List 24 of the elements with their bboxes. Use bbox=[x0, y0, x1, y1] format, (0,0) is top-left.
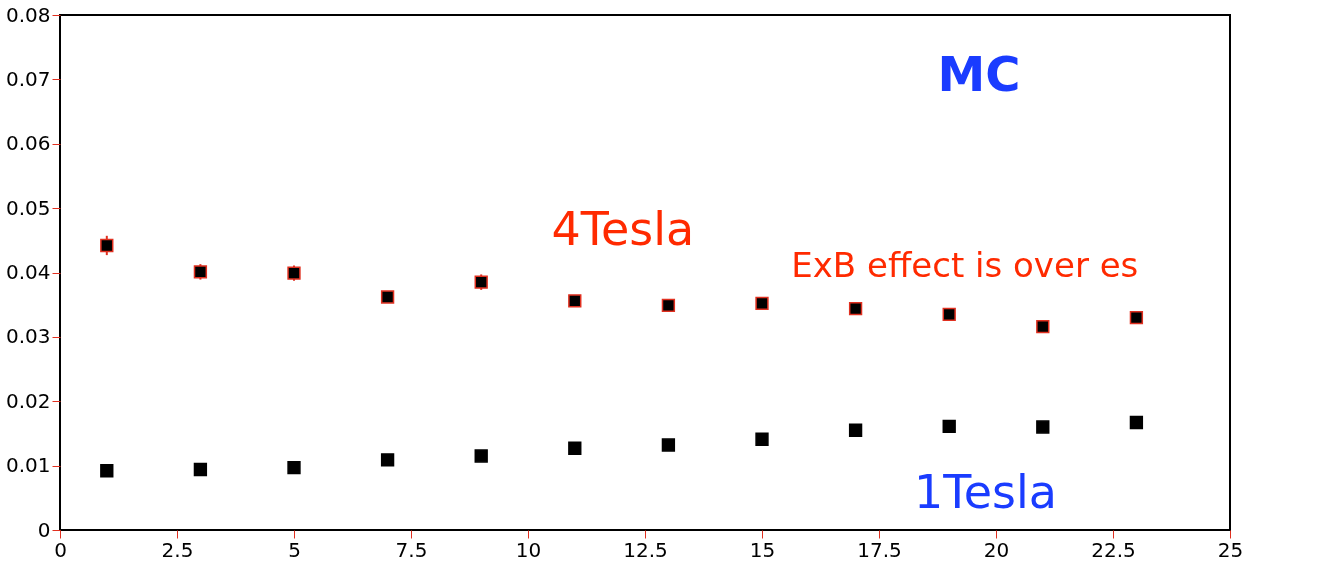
x-tick-label: 0 bbox=[54, 537, 67, 562]
x-tick-label: 12.5 bbox=[623, 537, 668, 562]
x-tick-label: 22.5 bbox=[1091, 537, 1136, 562]
series-label: 4Tesla bbox=[551, 202, 695, 257]
series-label: 1Tesla bbox=[914, 464, 1057, 519]
y-tick-label: 0.08 bbox=[5, 2, 51, 27]
annotation: ExB effect is over es bbox=[791, 245, 1139, 286]
x-tick-label: 10 bbox=[515, 537, 542, 562]
annotation: MC bbox=[937, 45, 1021, 102]
x-tick-label: 7.5 bbox=[395, 537, 428, 562]
x-tick-label: 5 bbox=[288, 537, 301, 562]
x-tick-label: 15 bbox=[749, 537, 776, 562]
y-tick-label: 0.01 bbox=[5, 453, 51, 478]
y-tick-label: 0.02 bbox=[5, 388, 51, 413]
x-tick-label: 20 bbox=[983, 537, 1010, 562]
y-tick-label: 0.05 bbox=[5, 195, 51, 220]
y-tick-label: 0.07 bbox=[5, 66, 51, 91]
y-tick-label: 0.03 bbox=[5, 324, 51, 349]
y-tick-label: 0.06 bbox=[5, 131, 51, 156]
x-tick-label: 2.5 bbox=[161, 537, 194, 562]
y-tick-label: 0.04 bbox=[5, 260, 51, 284]
x-tick-label: 17.5 bbox=[857, 537, 902, 562]
y-tick-label: 0 bbox=[37, 517, 51, 542]
x-tick-label: 25 bbox=[1217, 537, 1244, 562]
